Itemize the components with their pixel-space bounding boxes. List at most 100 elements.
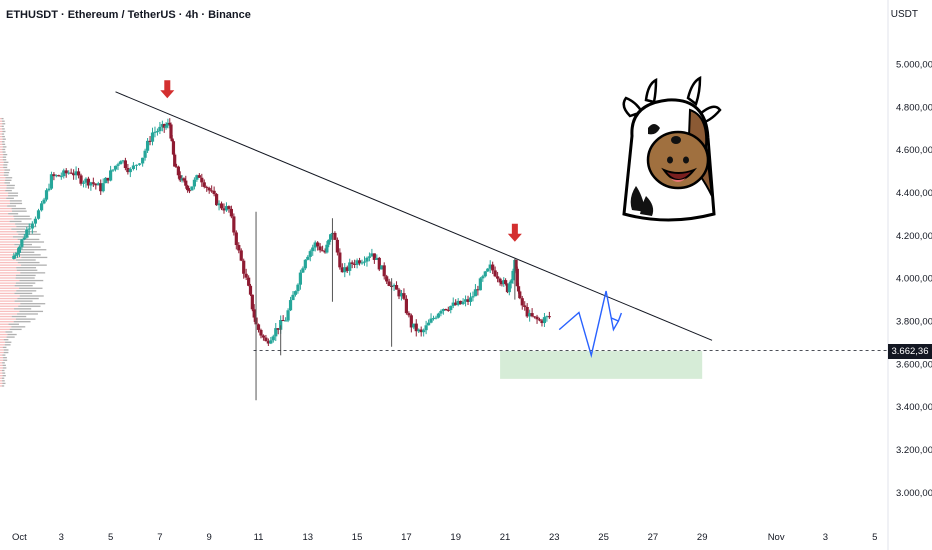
volume-bar-buy bbox=[15, 223, 34, 225]
volume-bar-sell bbox=[0, 182, 5, 184]
volume-bar-buy bbox=[2, 362, 5, 364]
volume-bar-buy bbox=[19, 279, 44, 282]
volume-bar-sell bbox=[0, 202, 10, 205]
candle-body bbox=[274, 328, 278, 337]
volume-bar-sell bbox=[0, 303, 21, 305]
volume-bar-sell bbox=[0, 133, 2, 135]
volume-bar-sell bbox=[0, 174, 4, 176]
volume-bar-buy bbox=[16, 274, 36, 277]
volume-bar-buy bbox=[16, 290, 37, 292]
candle-body bbox=[14, 254, 18, 256]
volume-bar-buy bbox=[2, 120, 5, 122]
candle-body bbox=[67, 172, 71, 174]
y-tick-label: 4.200,00 bbox=[896, 231, 932, 242]
volume-bar-buy bbox=[2, 367, 7, 369]
volume-bar-sell bbox=[0, 328, 10, 331]
volume-bar-sell bbox=[0, 269, 17, 271]
trendline[interactable] bbox=[115, 91, 713, 341]
candle-body bbox=[516, 286, 521, 292]
candle-body bbox=[333, 232, 337, 240]
candle-body bbox=[318, 246, 322, 251]
candle-body bbox=[463, 299, 468, 302]
volume-bar-buy bbox=[2, 135, 5, 138]
candle-body bbox=[407, 313, 411, 316]
candle-body bbox=[528, 313, 532, 317]
candle-body bbox=[523, 305, 527, 308]
candle-body bbox=[202, 182, 206, 187]
volume-bar-buy bbox=[2, 369, 5, 372]
volume-bar-sell bbox=[0, 300, 15, 302]
candle-body bbox=[301, 268, 305, 273]
candle-body bbox=[335, 239, 339, 253]
volume-bar-buy bbox=[5, 341, 12, 343]
volume-bar-sell bbox=[0, 369, 3, 372]
volume-bar-sell bbox=[0, 367, 3, 369]
volume-bar-sell bbox=[0, 177, 6, 179]
volume-bar-sell bbox=[0, 349, 4, 351]
candle-body bbox=[153, 131, 157, 133]
volume-bar-sell bbox=[0, 341, 6, 343]
projection-path[interactable] bbox=[558, 290, 619, 359]
candle-body bbox=[446, 309, 450, 311]
volume-bar-sell bbox=[0, 146, 3, 148]
volume-bar-buy bbox=[17, 313, 38, 315]
volume-bar-buy bbox=[6, 197, 14, 199]
volume-bar-sell bbox=[0, 123, 3, 125]
candle-body bbox=[184, 180, 188, 186]
x-tick-label: 15 bbox=[352, 532, 363, 543]
candle-body bbox=[491, 264, 495, 271]
candle-body bbox=[483, 271, 487, 277]
x-tick-label: 5 bbox=[872, 532, 877, 543]
candle-body bbox=[394, 285, 399, 290]
candle-body bbox=[36, 210, 41, 219]
volume-bar-buy bbox=[1, 125, 4, 127]
candle-body bbox=[186, 185, 190, 191]
volume-bar-sell bbox=[0, 339, 4, 341]
volume-bar-sell bbox=[0, 218, 15, 220]
volume-bar-buy bbox=[18, 254, 41, 256]
volume-bar-sell bbox=[0, 377, 2, 379]
y-tick-label: 3.400,00 bbox=[896, 402, 932, 413]
volume-bar-buy bbox=[11, 315, 27, 318]
candle-body bbox=[298, 272, 303, 285]
x-tick-label: 7 bbox=[157, 532, 162, 543]
volume-bar-buy bbox=[6, 184, 15, 187]
candle-body bbox=[372, 253, 376, 260]
candle-body bbox=[320, 250, 325, 252]
volume-bar-buy bbox=[2, 156, 7, 158]
candle-body bbox=[488, 264, 492, 269]
volume-bar-buy bbox=[3, 339, 9, 341]
target-zone[interactable] bbox=[500, 351, 703, 379]
volume-bar-sell bbox=[0, 290, 17, 292]
x-tick-label: 5 bbox=[108, 532, 113, 543]
candle-body bbox=[205, 186, 209, 188]
volume-bar-sell bbox=[0, 256, 22, 259]
candle-body bbox=[286, 310, 290, 321]
volume-bar-sell bbox=[0, 292, 15, 295]
candle-body bbox=[173, 154, 177, 167]
volume-bar-sell bbox=[0, 351, 4, 354]
candle-body bbox=[392, 285, 396, 287]
candle-body bbox=[468, 297, 473, 302]
volume-bar-buy bbox=[8, 195, 18, 197]
volume-bar-buy bbox=[3, 357, 7, 359]
currency-label[interactable]: USDT bbox=[890, 9, 918, 20]
volume-bar-sell bbox=[0, 195, 9, 197]
candle-body bbox=[355, 260, 359, 265]
candle-body bbox=[325, 244, 329, 253]
candle-body bbox=[412, 323, 416, 328]
candle-body bbox=[380, 265, 384, 270]
candle-body bbox=[264, 337, 268, 342]
candle-body bbox=[62, 170, 66, 177]
volume-bar-buy bbox=[13, 236, 29, 238]
candle-body bbox=[478, 278, 482, 291]
volume-bar-sell bbox=[0, 179, 6, 181]
candle-body bbox=[370, 253, 374, 257]
volume-bar-buy bbox=[3, 349, 9, 351]
candle-body bbox=[509, 280, 513, 284]
volume-bar-buy bbox=[1, 385, 5, 387]
candle-body bbox=[30, 223, 34, 229]
volume-bar-sell bbox=[0, 223, 16, 225]
volume-bar-sell bbox=[0, 213, 9, 215]
